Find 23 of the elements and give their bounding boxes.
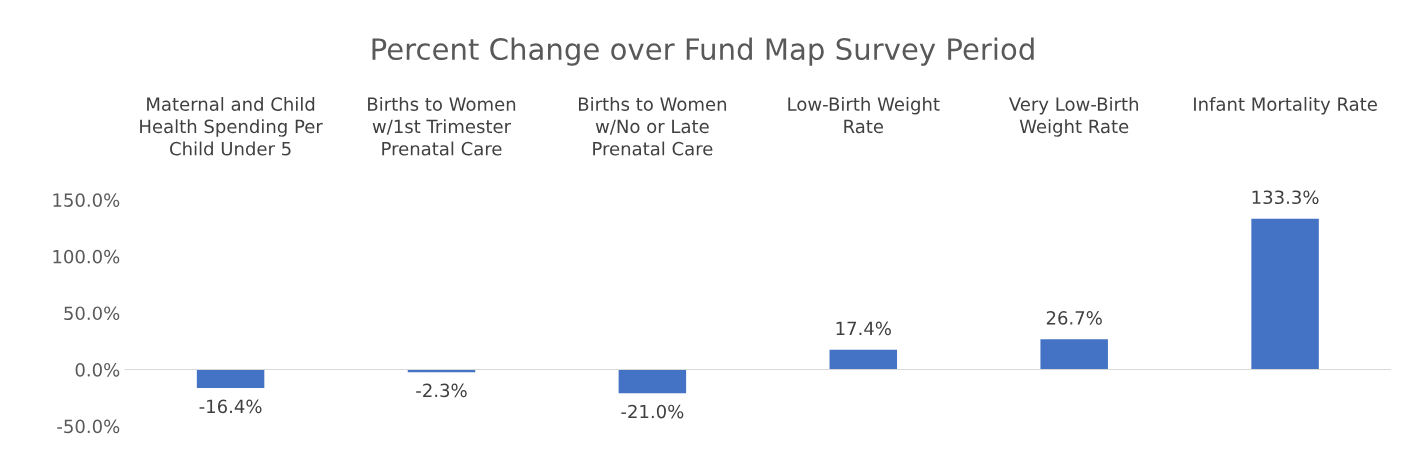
data-label: 17.4% <box>836 321 891 336</box>
x-tick-label: Maternal and Child Health Spending Per Child Under 5 <box>140 96 323 156</box>
data-label: -21.0% <box>621 404 684 419</box>
bar <box>196 369 265 389</box>
y-tick-label: 0.0% <box>75 362 120 377</box>
data-label: -16.4% <box>199 399 262 414</box>
bar <box>1251 218 1319 370</box>
y-tick-label: 150.0% <box>53 193 120 207</box>
y-tick-label: 100.0% <box>53 249 120 264</box>
bar <box>618 369 687 394</box>
bar <box>1040 339 1108 370</box>
chart-title: Percent Change over Fund Map Survey Period <box>372 37 1034 66</box>
data-label: 26.7% <box>1046 311 1102 325</box>
data-label: -2.3% <box>416 383 467 398</box>
x-tick-label: Infant Mortality Rate <box>1194 96 1377 115</box>
x-tick-label: Low-Birth Weight Rate <box>788 96 940 134</box>
y-tick-label: -50.0% <box>57 419 120 434</box>
x-tick-label: Births to Women w/No or Late Prenatal Care <box>578 96 727 156</box>
data-label: 133.3% <box>1252 190 1319 205</box>
x-tick-label: Births to Women w/1st Trimester Prenatal Care <box>368 96 516 156</box>
bar <box>829 349 898 370</box>
y-tick-label: 50.0% <box>64 306 120 321</box>
x-tick-label: Very Low-Birth Weight Rate <box>1008 96 1138 137</box>
